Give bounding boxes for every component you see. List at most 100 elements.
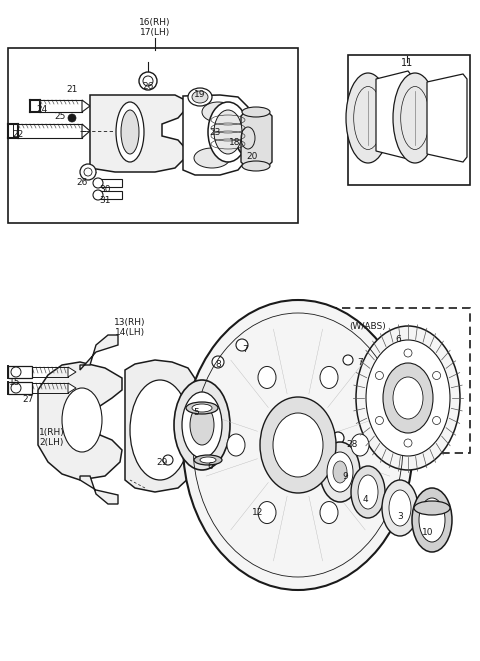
Circle shape [332, 432, 344, 444]
Ellipse shape [358, 475, 378, 509]
Polygon shape [100, 191, 122, 199]
Polygon shape [8, 124, 18, 138]
Ellipse shape [186, 402, 218, 414]
Ellipse shape [116, 102, 144, 162]
Ellipse shape [242, 107, 270, 117]
Ellipse shape [121, 110, 139, 154]
Text: 28: 28 [346, 440, 358, 449]
Text: 6: 6 [395, 335, 401, 344]
Ellipse shape [419, 498, 445, 542]
Ellipse shape [356, 326, 460, 470]
Ellipse shape [382, 480, 418, 536]
Text: 26: 26 [76, 178, 88, 187]
Ellipse shape [174, 380, 230, 470]
Text: 20: 20 [246, 152, 258, 161]
Ellipse shape [192, 91, 208, 103]
Polygon shape [80, 335, 118, 370]
Circle shape [93, 178, 103, 188]
Ellipse shape [346, 73, 390, 163]
Ellipse shape [258, 366, 276, 389]
Text: 23: 23 [209, 128, 221, 137]
Text: 8: 8 [215, 360, 221, 369]
Text: 3: 3 [397, 512, 403, 521]
Polygon shape [378, 356, 384, 362]
Polygon shape [100, 179, 122, 187]
Polygon shape [125, 360, 196, 492]
Polygon shape [427, 74, 467, 162]
Text: 16(RH)
17(LH): 16(RH) 17(LH) [139, 18, 171, 38]
Polygon shape [68, 367, 76, 377]
Text: 10: 10 [422, 528, 434, 537]
Circle shape [343, 355, 353, 365]
Bar [8, 48, 298, 223]
Text: 25: 25 [54, 112, 66, 121]
Bar [348, 55, 470, 185]
Text: 9: 9 [342, 472, 348, 481]
Ellipse shape [236, 120, 260, 156]
Text: 19: 19 [194, 90, 206, 99]
Text: 11: 11 [401, 58, 413, 68]
Bar [302, 308, 470, 453]
Polygon shape [370, 434, 376, 440]
Ellipse shape [327, 452, 353, 492]
Ellipse shape [320, 442, 360, 502]
Polygon shape [255, 358, 262, 365]
Text: 26: 26 [142, 82, 154, 91]
Ellipse shape [351, 466, 385, 518]
Polygon shape [241, 112, 272, 166]
Text: 15: 15 [9, 378, 21, 387]
Text: 5: 5 [193, 408, 199, 417]
Ellipse shape [190, 405, 214, 445]
Text: 12: 12 [252, 508, 264, 517]
Text: 24: 24 [36, 105, 48, 114]
Circle shape [404, 439, 412, 447]
Ellipse shape [393, 377, 423, 419]
Circle shape [80, 164, 96, 180]
Circle shape [68, 114, 76, 122]
Circle shape [212, 356, 224, 368]
Ellipse shape [62, 388, 102, 452]
Polygon shape [8, 366, 32, 378]
Ellipse shape [202, 102, 234, 122]
Circle shape [11, 367, 21, 377]
Circle shape [163, 455, 173, 465]
Polygon shape [200, 456, 206, 462]
Ellipse shape [273, 413, 323, 477]
Ellipse shape [320, 502, 338, 524]
Ellipse shape [366, 340, 450, 456]
Ellipse shape [242, 161, 270, 171]
Text: 1(RH)
2(LH): 1(RH) 2(LH) [39, 428, 65, 447]
Polygon shape [82, 124, 90, 138]
Polygon shape [90, 95, 185, 172]
Circle shape [375, 371, 384, 379]
Text: 22: 22 [12, 130, 24, 139]
Circle shape [84, 168, 92, 176]
Circle shape [143, 76, 153, 86]
Ellipse shape [183, 300, 413, 590]
Ellipse shape [208, 102, 248, 162]
Ellipse shape [200, 457, 216, 463]
Text: 30: 30 [99, 185, 111, 194]
Ellipse shape [192, 404, 212, 412]
Ellipse shape [227, 434, 245, 456]
Ellipse shape [194, 148, 230, 168]
Ellipse shape [182, 392, 222, 458]
Circle shape [11, 383, 21, 393]
Ellipse shape [194, 455, 222, 465]
Polygon shape [30, 100, 40, 112]
Ellipse shape [393, 73, 437, 163]
Polygon shape [68, 383, 76, 393]
Text: 21: 21 [66, 85, 78, 94]
Polygon shape [183, 95, 248, 175]
Polygon shape [8, 382, 32, 394]
Text: 13(RH)
14(LH): 13(RH) 14(LH) [114, 318, 146, 337]
Polygon shape [80, 476, 118, 504]
Ellipse shape [320, 366, 338, 389]
Ellipse shape [414, 501, 450, 515]
Ellipse shape [333, 461, 347, 483]
Ellipse shape [351, 434, 369, 456]
Text: 18: 18 [229, 138, 241, 147]
Ellipse shape [258, 502, 276, 524]
Circle shape [236, 339, 248, 351]
Circle shape [432, 416, 441, 424]
